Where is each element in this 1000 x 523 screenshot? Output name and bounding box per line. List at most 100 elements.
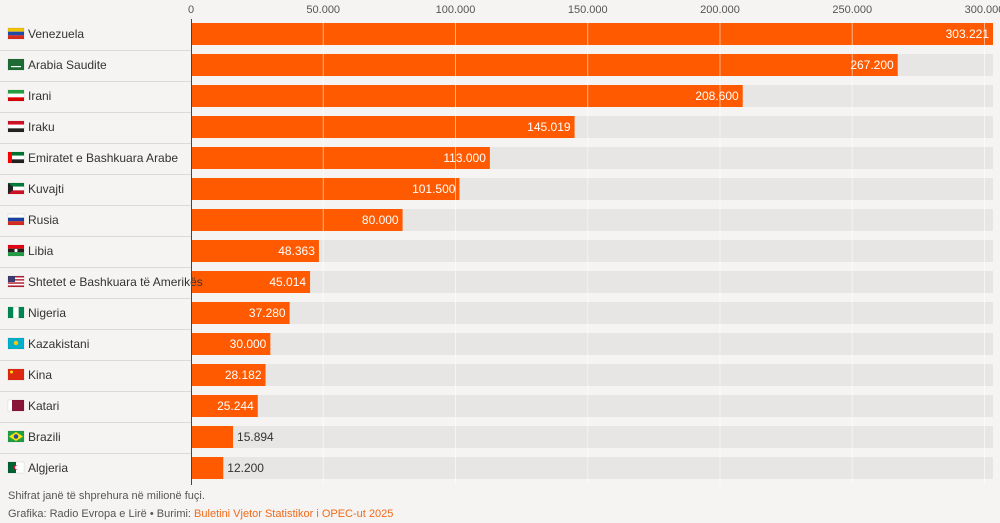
credit-text: Grafika: Radio Evropa e Lirë • Burimi: [8, 508, 195, 520]
bar [191, 23, 993, 45]
value-label: 28.182 [225, 368, 262, 382]
qatar-flag [7, 399, 25, 412]
flag-stripe [12, 155, 24, 160]
bar [191, 333, 271, 355]
bar [191, 426, 234, 448]
flag-stripe [8, 90, 24, 94]
libya-flag [7, 244, 25, 257]
flag-border [7, 151, 25, 164]
usa-flag [7, 275, 25, 288]
value-label: 101.500 [412, 182, 456, 196]
category-label: Arabia Saudite [28, 58, 107, 72]
bar [191, 240, 319, 262]
iraq-flag [7, 120, 25, 133]
flag-border [7, 461, 25, 474]
bar-track [191, 426, 993, 448]
flag-crescent-cut [15, 465, 19, 470]
flag-stripe [13, 307, 19, 318]
flag-stripe [18, 307, 24, 318]
flag-sword [11, 66, 21, 68]
flag-border [7, 27, 25, 40]
flag-stripe [8, 282, 24, 284]
value-label: 113.000 [443, 151, 486, 165]
x-tick-label: 250.000 [832, 4, 872, 16]
category-label: Shtetet e Bashkuara të Amerikës [28, 275, 203, 289]
flag-stripe [8, 128, 24, 132]
flag-border [7, 430, 25, 443]
bar [191, 302, 290, 324]
bar-track [191, 302, 993, 324]
flag-hoist [8, 400, 12, 411]
china-flag [7, 368, 25, 381]
bar-track [191, 395, 993, 417]
bar [191, 271, 311, 293]
value-label: 303.221 [946, 27, 990, 41]
flag-stripe [8, 280, 24, 283]
kuwait-flag [7, 182, 25, 195]
flag-stripe [8, 124, 24, 129]
flag-stripe [8, 462, 16, 473]
flag-globe [13, 434, 19, 439]
value-label: 267.200 [850, 58, 894, 72]
flag-stripe [8, 190, 24, 194]
flag-trapezoid [8, 183, 13, 194]
value-label: 48.363 [278, 244, 315, 258]
russia-flag [7, 213, 25, 226]
units-note: Shifrat janë të shprehura në milionë fuç… [8, 490, 205, 502]
value-label: 15.894 [237, 430, 274, 444]
flag-stripe [8, 221, 24, 225]
kazakhstan-flag [7, 337, 25, 350]
flag-field [11, 400, 24, 411]
x-tick-label: 300.000 [965, 4, 1000, 16]
value-label: 45.014 [269, 275, 306, 289]
flag-star [10, 370, 13, 374]
flag-stripe [8, 285, 24, 287]
category-label: Brazili [28, 430, 61, 444]
flag-stripe [8, 214, 24, 218]
flag-border [7, 244, 25, 257]
source-link[interactable]: Buletini Vjetor Statistikor i OPEC-ut 20… [194, 508, 394, 520]
category-label: Irani [28, 89, 51, 103]
category-label: Libia [28, 244, 54, 258]
flag-stripe [8, 31, 24, 36]
flag-border [7, 337, 25, 350]
category-label: Rusia [28, 213, 59, 227]
bar [191, 116, 575, 138]
x-tick-label: 100.000 [436, 4, 476, 16]
bar [191, 54, 898, 76]
flag-stripe [8, 93, 24, 98]
iran-flag [7, 89, 25, 102]
flag-border [7, 368, 25, 381]
category-label: Nigeria [28, 306, 66, 320]
category-label: Kuvajti [28, 182, 64, 196]
category-label: Katari [28, 399, 59, 413]
category-label: Kina [28, 368, 52, 382]
value-label: 30.000 [230, 337, 267, 351]
flag-stripe [8, 121, 24, 125]
flag-field [8, 59, 24, 70]
bar [191, 209, 403, 231]
bar [191, 85, 743, 107]
bar-chart: 303.221 Venezuela 267.200 Arabia Saudite 208… [0, 4, 1000, 485]
flag-stripe [8, 217, 24, 222]
flag-hoist [8, 152, 12, 163]
x-tick-label: 0 [188, 4, 194, 16]
flag-canton [8, 276, 15, 282]
flag-stripe [8, 28, 24, 32]
flag-crescent [14, 248, 18, 253]
credit-line: Grafika: Radio Evropa e Lirë • Burimi: B… [8, 508, 393, 520]
flag-border [7, 58, 25, 71]
flag-stripe [8, 183, 24, 187]
flag-stripe [8, 245, 24, 249]
value-label: 12.200 [227, 461, 264, 475]
flag-stripe [12, 159, 24, 163]
category-label: Iraku [28, 120, 55, 134]
flag-stripe [8, 252, 24, 256]
flag-sun [13, 340, 19, 346]
bar [191, 147, 490, 169]
bar [191, 395, 258, 417]
saudi-arabia-flag [7, 58, 25, 71]
flag-stripe [8, 277, 24, 280]
bar-track [191, 364, 993, 386]
flag-border [7, 306, 25, 319]
